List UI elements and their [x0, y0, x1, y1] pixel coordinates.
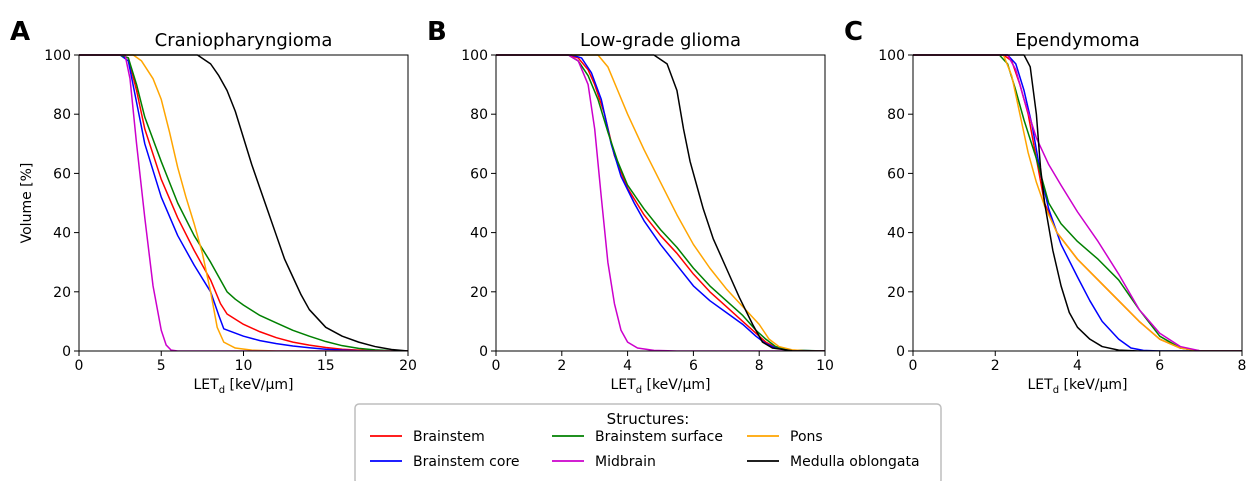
y-tick-label: 20 [53, 285, 71, 301]
series-line-midbrain [496, 54, 825, 351]
x-axis-label: LETd [keV/µm] [611, 377, 711, 396]
legend: Structures: Brainstem Brainstem core Brain… [354, 403, 942, 481]
chart-title: Ependymoma [1015, 30, 1139, 51]
x-tick-label: 4 [623, 358, 632, 374]
y-tick-label: 20 [887, 285, 905, 301]
series-line-brainstem [79, 54, 408, 351]
x-tick-label: 2 [557, 358, 566, 374]
x-axis-label: LETd [keV/µm] [194, 377, 294, 396]
x-tick-label: 4 [1073, 358, 1082, 374]
series-line-midbrain [79, 54, 408, 351]
series-line-brainstem-core [79, 54, 408, 351]
x-tick-label: 15 [317, 358, 335, 374]
x-tick-label: 2 [991, 358, 1000, 374]
x-tick-label: 6 [689, 358, 698, 374]
x-axis-label: LETd [keV/µm] [1028, 377, 1128, 396]
panel-label: A [10, 17, 30, 47]
y-tick-label: 80 [887, 107, 905, 123]
y-tick-label: 40 [470, 226, 488, 242]
series-line-pons [496, 54, 825, 351]
legend-item: Brainstem core [370, 454, 520, 470]
y-tick-label: 0 [62, 344, 71, 360]
y-tick-label: 80 [53, 107, 71, 123]
y-tick-label: 20 [470, 285, 488, 301]
series-line-midbrain [913, 54, 1242, 351]
y-tick-label: 100 [878, 48, 905, 64]
y-tick-label: 40 [53, 226, 71, 242]
chart-title: Low-grade glioma [580, 30, 741, 51]
legend-item: Medulla oblongata [747, 454, 920, 470]
x-tick-label: 10 [816, 358, 834, 374]
legend-label: Brainstem core [413, 454, 520, 470]
series-lines [496, 54, 825, 351]
series-line-brainstem-surface [913, 54, 1242, 351]
series-line-medulla-oblongata [913, 54, 1242, 351]
legend-label: Brainstem surface [595, 429, 723, 445]
y-tick-label: 60 [887, 166, 905, 182]
x-tick-label: 10 [235, 358, 253, 374]
series-line-brainstem-core [913, 54, 1242, 351]
chart-title: Craniopharyngioma [155, 30, 333, 51]
y-tick-label: 0 [479, 344, 488, 360]
plot-frame [912, 54, 1243, 352]
legend-label: Midbrain [595, 454, 656, 470]
plot-frame [495, 54, 826, 352]
plot-frame [78, 54, 409, 352]
series-lines [79, 54, 408, 351]
series-line-brainstem-core [496, 54, 825, 351]
x-tick-label: 8 [755, 358, 764, 374]
legend-box [354, 403, 942, 481]
legend-title: Structures: [607, 410, 690, 428]
y-tick-label: 60 [53, 166, 71, 182]
y-tick-label: 100 [44, 48, 71, 64]
series-line-medulla-oblongata [79, 54, 408, 351]
y-axis-label: Volume [%] [19, 163, 35, 244]
series-line-brainstem [913, 54, 1242, 351]
series-line-pons [913, 54, 1242, 351]
series-line-brainstem-surface [496, 54, 825, 351]
x-tick-label: 6 [1155, 358, 1164, 374]
legend-item: Brainstem surface [552, 429, 723, 445]
x-tick-label: 0 [909, 358, 918, 374]
x-tick-label: 20 [399, 358, 417, 374]
series-line-brainstem-surface [79, 54, 408, 351]
y-tick-label: 40 [887, 226, 905, 242]
x-tick-label: 5 [157, 358, 166, 374]
legend-label: Medulla oblongata [790, 454, 920, 470]
series-lines [913, 54, 1242, 351]
legend-item: Pons [747, 429, 823, 445]
legend-label: Pons [790, 429, 823, 445]
series-line-brainstem [496, 54, 825, 351]
legend-label: Brainstem [413, 429, 485, 445]
series-line-medulla-oblongata [496, 54, 825, 351]
y-tick-label: 100 [461, 48, 488, 64]
x-tick-label: 8 [1238, 358, 1247, 374]
panel-label: B [427, 17, 447, 47]
x-tick-label: 0 [492, 358, 501, 374]
series-line-pons [79, 54, 408, 351]
chart-panel-a: A Craniopharyngioma 0 5 10 15 20 0 20 40 60 80 100 LE… [10, 17, 417, 396]
y-tick-label: 0 [896, 344, 905, 360]
legend-item: Brainstem [370, 429, 485, 445]
y-tick-label: 80 [470, 107, 488, 123]
x-tick-label: 0 [75, 358, 84, 374]
y-tick-label: 60 [470, 166, 488, 182]
legend-item: Midbrain [552, 454, 656, 470]
panel-label: C [844, 17, 863, 47]
